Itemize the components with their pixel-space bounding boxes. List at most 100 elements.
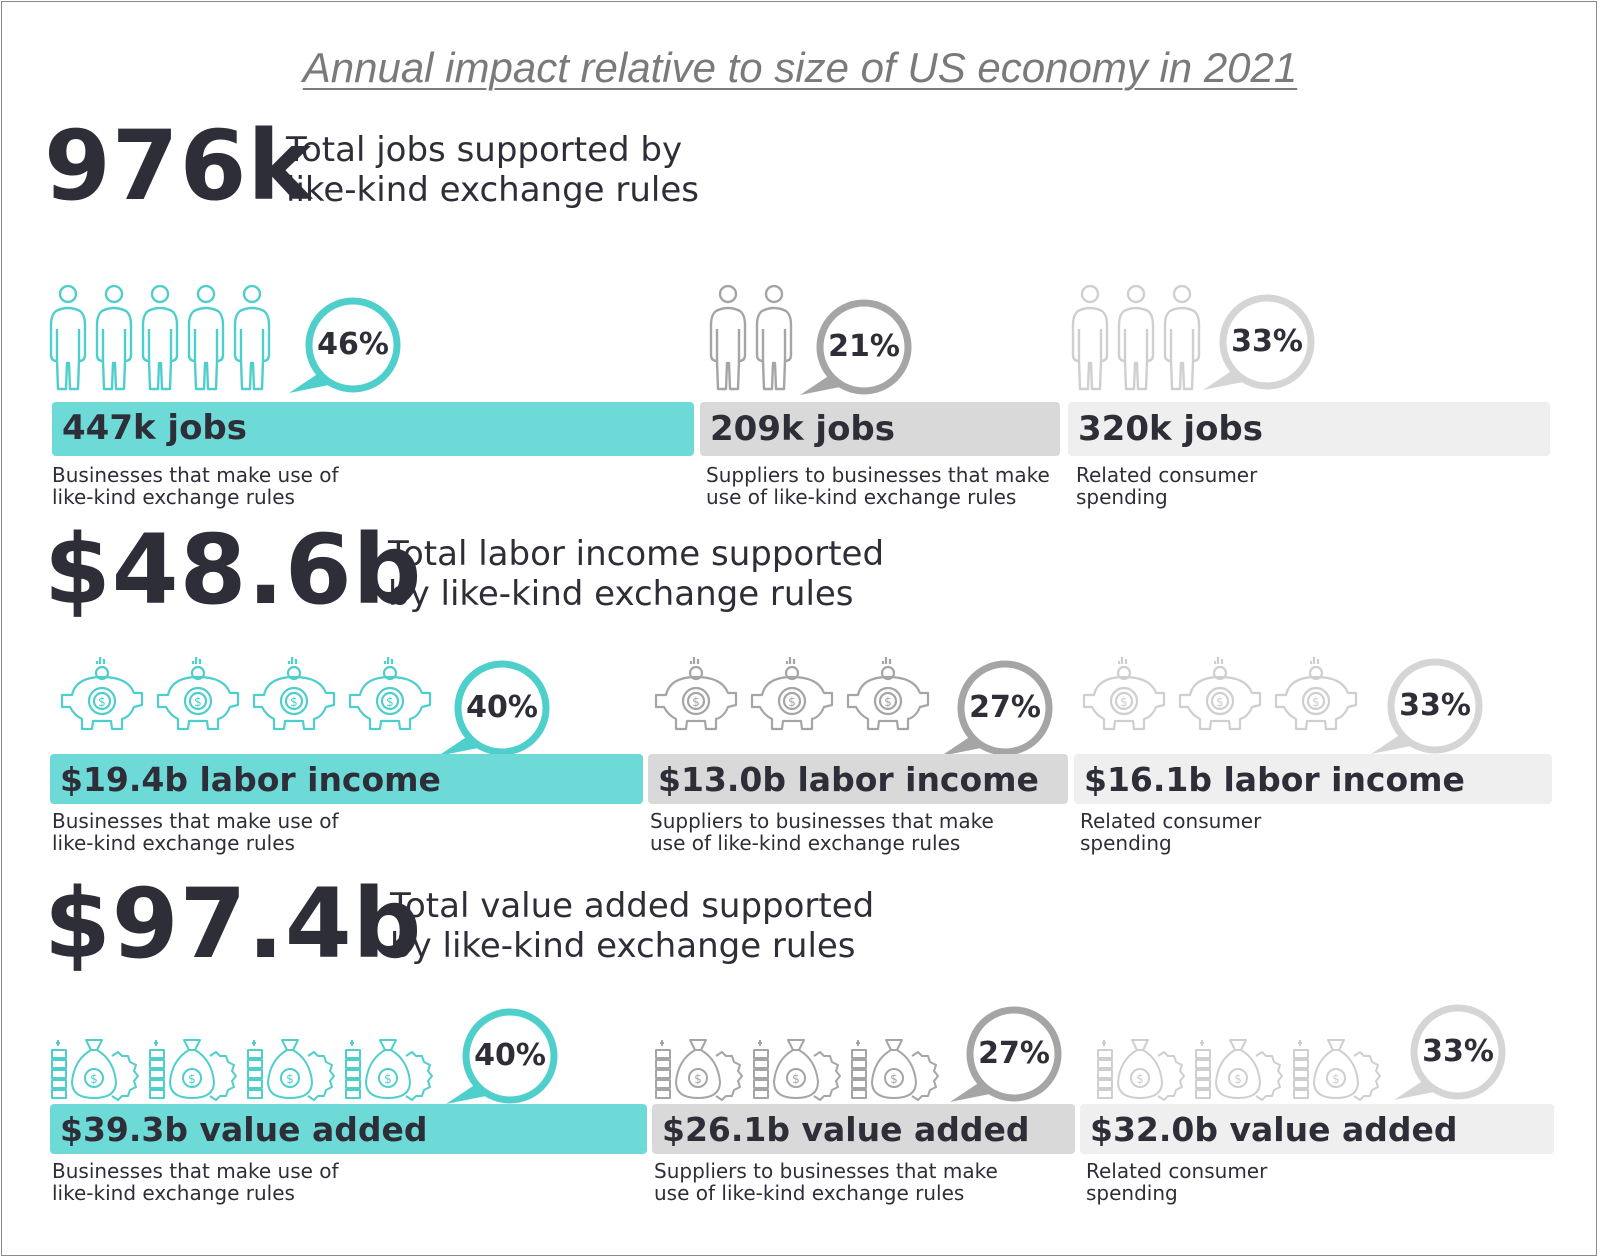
svg-text:$: $ — [1136, 1072, 1144, 1086]
person-icon — [48, 284, 88, 399]
segment-label: Related consumer spending — [1076, 464, 1257, 508]
piggy-bank-icon: $ — [650, 655, 742, 739]
person-icon — [708, 284, 748, 399]
person-icon — [232, 284, 272, 399]
svg-text:$: $ — [286, 1072, 294, 1086]
description-line: by like-kind exchange rules — [388, 574, 854, 614]
svg-text:$: $ — [194, 695, 202, 709]
svg-text:$: $ — [90, 1072, 98, 1086]
person-icon — [1116, 284, 1156, 399]
percent-label: 33% — [1422, 1034, 1494, 1069]
percent-badge — [941, 660, 1053, 756]
svg-text:$: $ — [1216, 695, 1224, 709]
percent-badge — [1371, 658, 1483, 754]
bar-value-label: $13.0b labor income — [658, 760, 1039, 799]
label-line: spending — [1086, 1181, 1178, 1205]
svg-text:$: $ — [386, 695, 394, 709]
percent-badge — [950, 1006, 1062, 1102]
bar-value-label: $32.0b value added — [1090, 1110, 1458, 1149]
label-line: Suppliers to businesses that make — [650, 809, 994, 833]
piggy-bank-icon: $ — [56, 655, 148, 739]
page-title: Annual impact relative to size of US eco… — [302, 44, 1298, 91]
labor-bar-suppliers: $13.0b labor income — [648, 754, 1068, 804]
piggy-bank-icon: $ — [152, 655, 244, 739]
piggy-bank-icon: $ — [344, 655, 436, 739]
bar-value-label: 447k jobs — [62, 408, 248, 448]
jobs-bar-consumer: 320k jobs — [1068, 402, 1550, 456]
label-line: Businesses that make use of — [52, 809, 339, 833]
total-labor-income-value: $48.6b — [44, 514, 423, 626]
percent-badge — [1394, 1004, 1506, 1100]
label-line: use of like-kind exchange rules — [654, 1181, 965, 1205]
bar-value-label: 320k jobs — [1078, 409, 1264, 449]
description-line: Total labor income supported — [388, 534, 885, 574]
svg-text:$: $ — [98, 695, 106, 709]
svg-text:$: $ — [384, 1072, 392, 1086]
money-bag-gear-icon: $ — [654, 1038, 750, 1106]
label-line: use of like-kind exchange rules — [706, 485, 1017, 509]
person-icon — [1162, 284, 1202, 399]
description-line: like-kind exchange rules — [286, 170, 700, 210]
percent-label: 21% — [828, 329, 900, 364]
jobs-bar-businesses: 447k jobs — [52, 402, 694, 456]
money-bag-gear-icon: $ — [344, 1038, 440, 1106]
percent-label: 40% — [474, 1038, 546, 1073]
svg-text:$: $ — [290, 695, 298, 709]
money-bag-gear-icon: $ — [50, 1038, 146, 1106]
svg-text:$: $ — [890, 1072, 898, 1086]
labor-bar-businesses: $19.4b labor income — [50, 754, 643, 804]
label-line: Suppliers to businesses that make — [654, 1159, 998, 1183]
segment-label: Businesses that make use of like-kind ex… — [52, 1160, 339, 1204]
percent-badge — [800, 299, 912, 395]
segment-label: Businesses that make use of like-kind ex… — [52, 464, 339, 508]
label-line: like-kind exchange rules — [52, 1181, 295, 1205]
percent-label: 46% — [317, 327, 389, 362]
value-added-bar-consumer: $32.0b value added — [1080, 1104, 1554, 1154]
segment-label: Related consumer spending — [1086, 1160, 1267, 1204]
piggy-bank-icon: $ — [1270, 655, 1362, 739]
svg-text:$: $ — [1234, 1072, 1242, 1086]
piggy-bank-icon: $ — [746, 655, 838, 739]
svg-text:$: $ — [694, 1072, 702, 1086]
money-bag-gear-icon: $ — [850, 1038, 946, 1106]
bar-value-label: $19.4b labor income — [60, 760, 441, 799]
piggy-bank-icon: $ — [842, 655, 934, 739]
segment-label: Suppliers to businesses that make use of… — [650, 810, 994, 854]
description-line: Total value added supported — [390, 886, 875, 926]
label-line: Related consumer — [1080, 809, 1262, 833]
bar-value-label: $39.3b value added — [60, 1110, 428, 1149]
total-value-added-value: $97.4b — [44, 868, 423, 980]
money-bag-gear-icon: $ — [246, 1038, 342, 1106]
total-labor-income-description: Total labor income supported by like-kin… — [388, 534, 884, 614]
segment-label: Suppliers to businesses that make use of… — [654, 1160, 998, 1204]
piggy-bank-icon: $ — [1078, 655, 1170, 739]
percent-badge — [289, 297, 401, 393]
description-line: by like-kind exchange rules — [390, 926, 856, 966]
percent-badge — [1203, 294, 1315, 390]
total-jobs-value: 976k — [44, 110, 313, 222]
segment-label: Related consumer spending — [1080, 810, 1261, 854]
money-bag-gear-icon: $ — [1292, 1038, 1388, 1106]
labor-bar-consumer: $16.1b labor income — [1074, 754, 1552, 804]
person-icon — [140, 284, 180, 399]
svg-text:$: $ — [692, 695, 700, 709]
percent-label: 27% — [969, 690, 1041, 725]
label-line: like-kind exchange rules — [52, 485, 295, 509]
bar-value-label: $16.1b labor income — [1084, 760, 1465, 799]
label-line: Businesses that make use of — [52, 463, 339, 487]
percent-badge — [438, 660, 550, 756]
person-icon — [94, 284, 134, 399]
label-line: Related consumer — [1086, 1159, 1268, 1183]
percent-label: 27% — [978, 1036, 1050, 1071]
person-icon — [186, 284, 226, 399]
svg-text:$: $ — [1312, 695, 1320, 709]
value-added-bar-businesses: $39.3b value added — [50, 1104, 647, 1154]
svg-text:$: $ — [788, 695, 796, 709]
piggy-bank-icon: $ — [1174, 655, 1266, 739]
percent-badge — [446, 1008, 558, 1104]
svg-text:$: $ — [1332, 1072, 1340, 1086]
total-jobs-description: Total jobs supported by like-kind exchan… — [286, 130, 699, 210]
segment-label: Suppliers to businesses that make use of… — [706, 464, 1050, 508]
bar-value-label: 209k jobs — [710, 409, 896, 449]
